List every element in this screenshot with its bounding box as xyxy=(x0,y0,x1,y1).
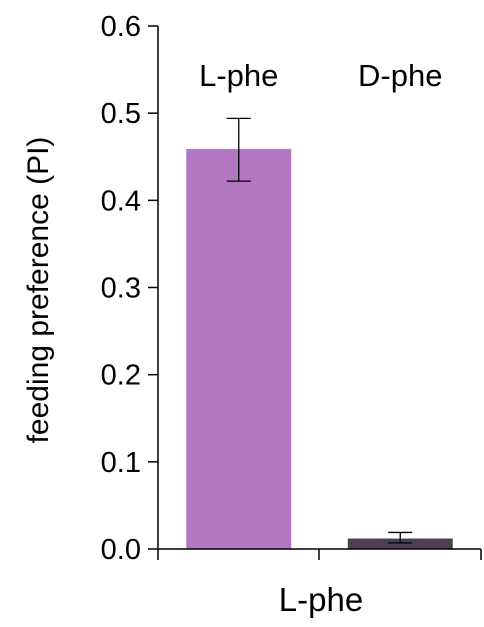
bar-l-phe xyxy=(186,148,292,549)
error-bar-l-phe xyxy=(226,117,251,182)
y-tick-label: 0.3 xyxy=(101,273,141,305)
category-label-d-phe: D-phe xyxy=(358,58,442,93)
bar-d-phe xyxy=(347,538,453,549)
category-labels-layer: L-phe D-phe xyxy=(199,58,442,93)
error-bars-layer xyxy=(226,117,413,544)
y-ticks-layer: 0.0 0.1 0.2 0.3 0.4 0.5 0.6 xyxy=(101,11,158,566)
y-axis-title: feeding preference (PI) xyxy=(22,137,55,444)
x-axis-title: L-phe xyxy=(279,581,363,618)
y-tick-label: 0.4 xyxy=(101,185,141,217)
y-tick-label: 0.1 xyxy=(101,447,141,479)
y-tick-label: 0.6 xyxy=(101,11,141,43)
bars-layer xyxy=(186,148,453,549)
y-tick-label: 0.0 xyxy=(101,534,141,566)
y-tick-label: 0.5 xyxy=(101,98,141,130)
y-tick-label: 0.2 xyxy=(101,360,141,392)
error-bar-d-phe xyxy=(388,531,413,544)
category-label-l-phe: L-phe xyxy=(199,58,278,93)
